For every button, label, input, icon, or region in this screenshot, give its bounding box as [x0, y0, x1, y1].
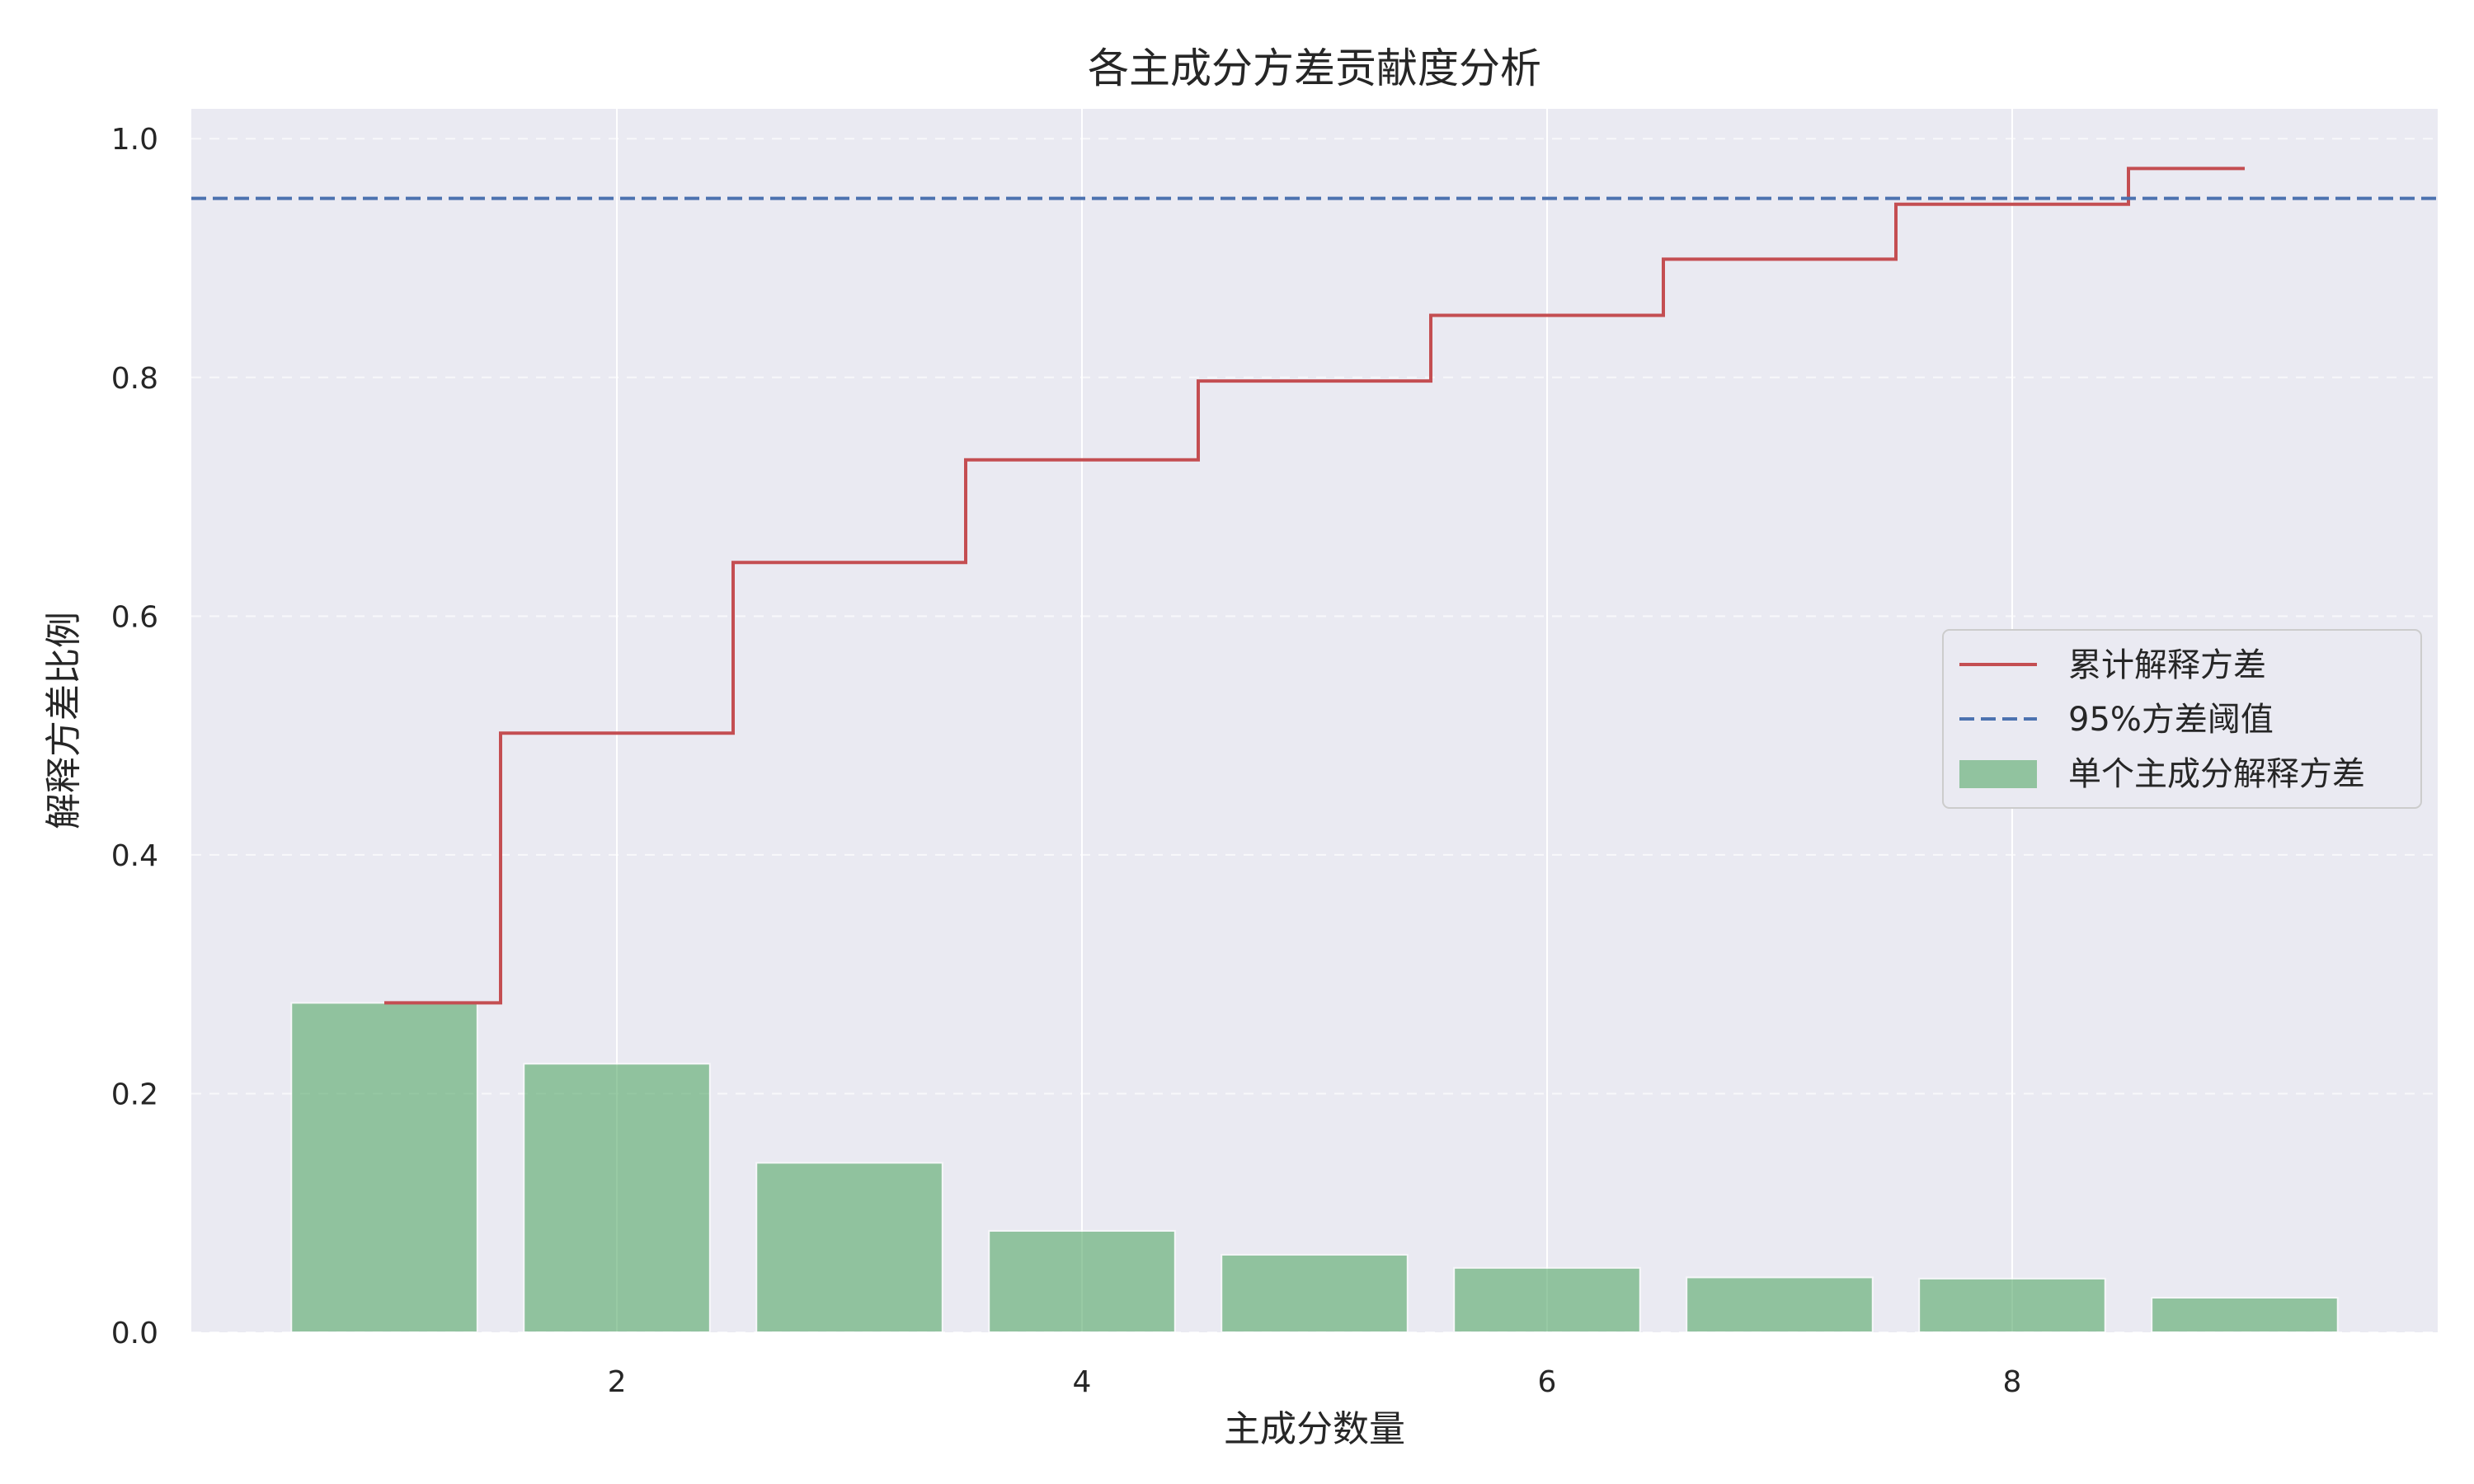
x-tick-label: 6: [1538, 1365, 1557, 1399]
y-axis-label: 解释方差比例: [43, 612, 85, 829]
chart-title: 各主成分方差贡献度分析: [1088, 45, 1541, 92]
legend: 累计解释方差 95%方差阈值 单个主成分解释方差: [1942, 629, 2422, 809]
variance-bar: [523, 1063, 711, 1333]
y-tick-label: 0.4: [111, 839, 158, 873]
variance-bar: [2151, 1297, 2339, 1334]
variance-bar: [1686, 1276, 1874, 1334]
y-tick-label: 0.0: [111, 1317, 158, 1350]
variance-bar: [988, 1229, 1176, 1334]
x-axis-label: 主成分数量: [1224, 1408, 1405, 1450]
legend-label-cumulative: 累计解释方差: [2068, 646, 2266, 684]
legend-swatch-bar: [1959, 760, 2037, 788]
variance-bar: [290, 1002, 478, 1334]
legend-label-bar: 单个主成分解释方差: [2068, 755, 2365, 793]
variance-bar: [1918, 1277, 2106, 1333]
y-tick-label: 1.0: [111, 123, 158, 157]
legend-label-threshold: 95%方差阈值: [2068, 701, 2274, 739]
line-series: [191, 167, 2438, 1005]
x-tick-label: 2: [608, 1365, 627, 1399]
bar-series: [290, 1002, 2339, 1334]
cumulative-variance-line: [384, 167, 2245, 1005]
variance-bar: [1221, 1253, 1409, 1334]
variance-bar: [755, 1162, 943, 1334]
y-tick-label: 0.8: [111, 362, 158, 396]
x-tick-label: 8: [2003, 1365, 2022, 1399]
tick-labels: 2 4 6 8 0.0 0.2 0.4 0.6 0.8 1.0: [111, 123, 2022, 1399]
variance-bar: [1453, 1266, 1641, 1333]
y-tick-label: 0.2: [111, 1078, 158, 1111]
x-tick-label: 4: [1073, 1365, 1092, 1399]
y-tick-label: 0.6: [111, 600, 158, 634]
legend-box: [1942, 629, 2422, 809]
